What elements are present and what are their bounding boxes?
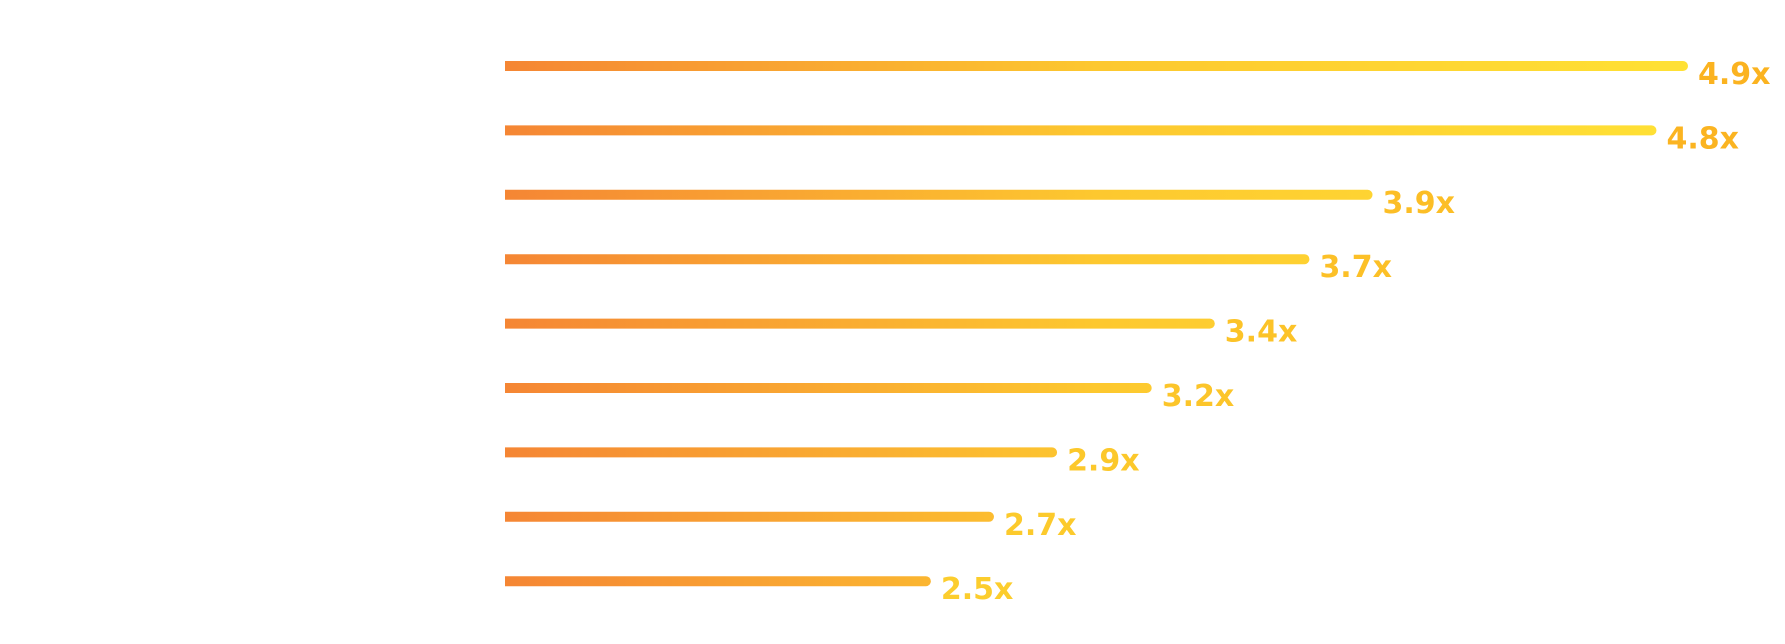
bar-value-label: 2.5x bbox=[941, 572, 1014, 607]
bar bbox=[505, 576, 931, 587]
bar bbox=[505, 447, 1058, 458]
bar-value-label: 4.8x bbox=[1666, 121, 1739, 156]
bar bbox=[505, 318, 1215, 329]
bar bbox=[505, 511, 994, 522]
bar-value-label: 3.9x bbox=[1383, 186, 1456, 221]
bar-value-label: 3.4x bbox=[1225, 315, 1298, 350]
bar-value-label: 2.9x bbox=[1067, 443, 1140, 478]
bar bbox=[505, 125, 1657, 136]
bar bbox=[505, 61, 1688, 71]
bar-value-label: 2.7x bbox=[1004, 508, 1077, 543]
bar-value-label: 3.7x bbox=[1319, 250, 1392, 285]
bar-value-label: 3.2x bbox=[1162, 379, 1235, 414]
bar bbox=[505, 383, 1152, 393]
bar bbox=[505, 254, 1310, 265]
bars-group bbox=[505, 61, 1688, 587]
value-labels-group: 4.9x 4.8x 3.9x 3.7x 3.4x 3.2x 2.9x 2.7x 2.5x bbox=[941, 57, 1771, 607]
bar-value-label: 4.9x bbox=[1698, 57, 1771, 92]
bar bbox=[505, 189, 1373, 200]
